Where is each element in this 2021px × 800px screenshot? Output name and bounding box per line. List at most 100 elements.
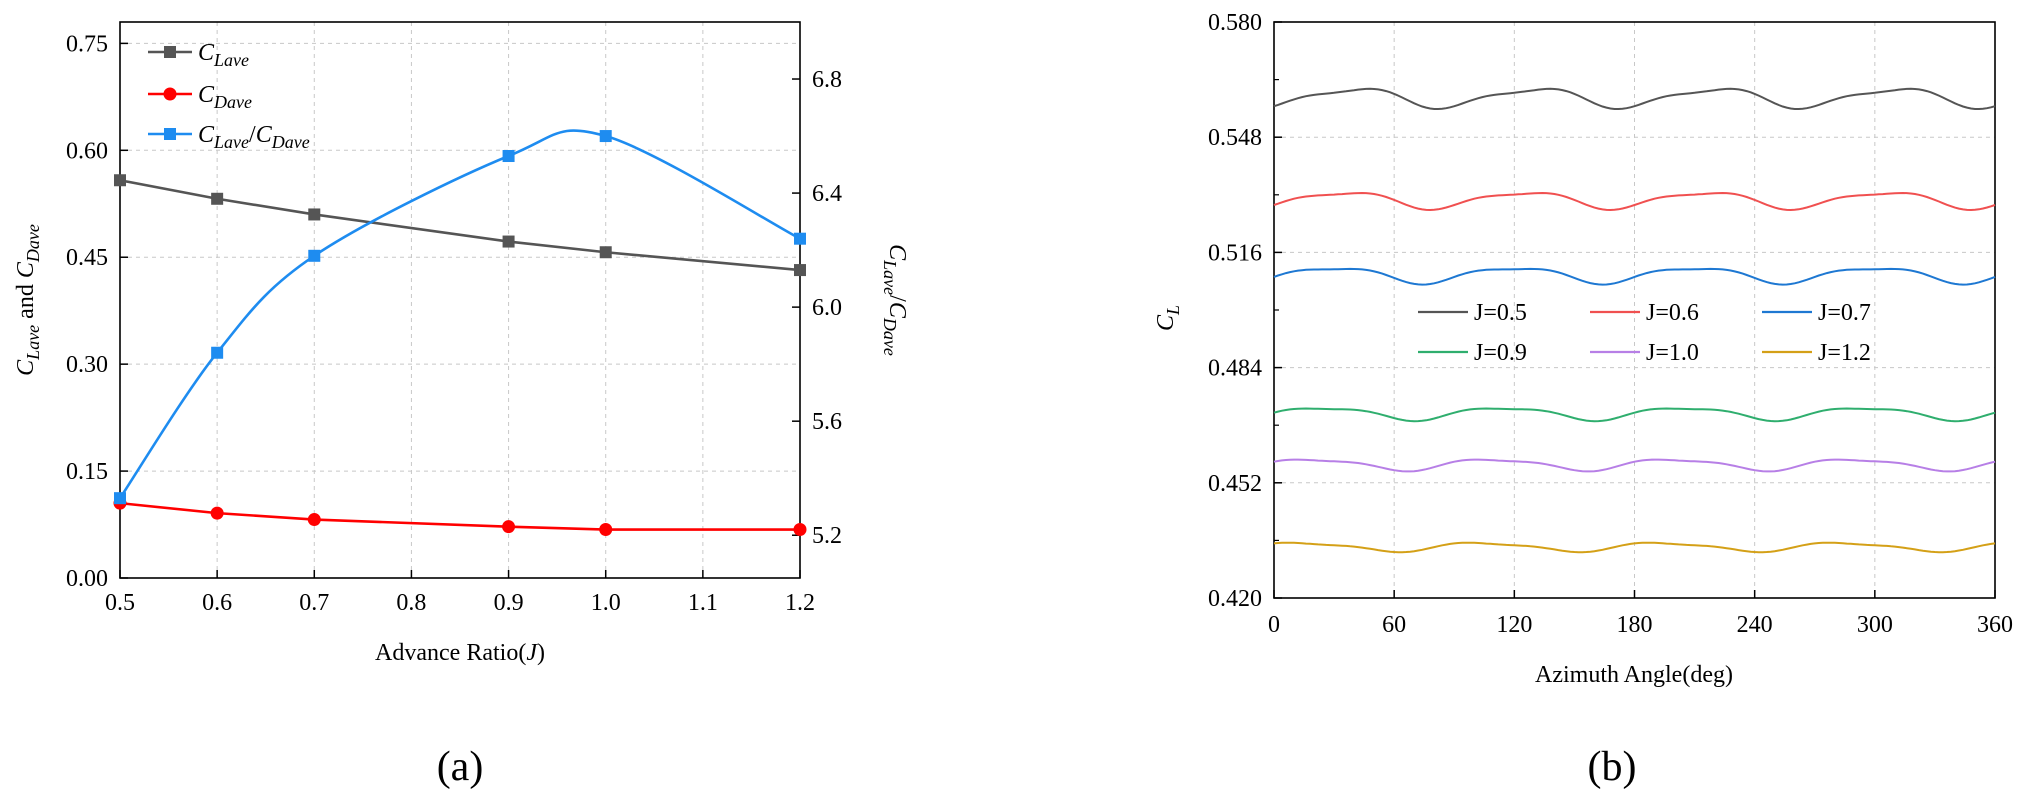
chart-b-series: [1273, 87, 1996, 554]
tick-label-x: 0.5: [105, 590, 135, 616]
data-point-c-lave-c-dave: [599, 130, 612, 143]
tick-label-x: 60: [1382, 612, 1406, 638]
legend-label-j-0-6: J=0.6: [1646, 300, 1699, 326]
data-point-c-dave: [210, 506, 224, 520]
chart-a-x-ticks: 0.5 0.6 0.7 0.8 0.9 1.0 1.1 1.2: [105, 570, 815, 616]
tick-label-y: 0.420: [1208, 586, 1262, 612]
tick-label-y-left: 0.60: [66, 138, 108, 164]
tick-label-y-right: 5.2: [812, 523, 842, 549]
series-line-j-1-2: [1273, 541, 1996, 554]
tick-label-x: 300: [1857, 612, 1893, 638]
data-point-c-lave: [794, 264, 806, 277]
legend-label-j-0-5: J=0.5: [1474, 300, 1527, 326]
tick-label-y: 0.548: [1208, 125, 1262, 151]
series-line-c-lave-c-dave: [118, 129, 801, 499]
tick-label-y: 0.484: [1208, 356, 1262, 382]
legend-item-j-0-7: J=0.7: [1762, 300, 1871, 326]
tick-label-y-right: 6.4: [812, 181, 842, 207]
tick-label-x: 1.0: [591, 590, 621, 616]
panel-label-a: (a): [437, 744, 484, 790]
data-point-c-dave: [307, 513, 321, 527]
tick-label-x: 0: [1268, 612, 1280, 638]
data-point-c-lave-c-dave: [502, 150, 515, 163]
legend-label-j-0-9: J=0.9: [1474, 340, 1527, 366]
data-point-c-dave: [599, 523, 613, 537]
tick-label-x: 0.8: [396, 590, 426, 616]
tick-label-y-left: 0.15: [66, 459, 108, 485]
tick-label-y-right: 6.8: [812, 67, 842, 93]
series-line-c-dave: [119, 501, 800, 531]
tick-label-y-right: 5.6: [812, 409, 842, 435]
tick-label-y-right: 6.0: [812, 295, 842, 321]
legend-item-ratio: CLave/CDave: [148, 122, 310, 152]
series-line-j-1-0: [1273, 458, 1996, 473]
data-point-c-lave-c-dave: [211, 346, 224, 359]
data-point-c-lave-c-dave: [794, 232, 806, 245]
tick-label-x: 0.7: [299, 590, 329, 616]
data-point-c-lave: [308, 208, 321, 221]
legend-item-cdave: CDave: [148, 82, 252, 112]
data-point-c-dave: [793, 523, 807, 537]
data-point-c-lave: [114, 174, 126, 187]
legend-item-j-1-2: J=1.2: [1762, 340, 1871, 366]
chart-a-y-ticks-left: 0.00 0.15 0.30 0.45 0.60 0.75: [66, 31, 128, 592]
chart-a-x-label: Advance Ratio(J): [375, 640, 545, 666]
tick-label-x: 0.6: [202, 590, 232, 616]
tick-label-x: 1.2: [785, 590, 815, 616]
tick-label-x: 180: [1617, 612, 1653, 638]
chart-a-y-label-right: CLave/CDave: [880, 244, 910, 356]
panel-label-b: (b): [1588, 744, 1637, 790]
legend-label-cdave: CDave: [198, 82, 252, 112]
data-point-c-lave: [211, 192, 224, 205]
chart-b-x-label: Azimuth Angle(deg): [1535, 662, 1733, 688]
legend-label-j-0-7: J=0.7: [1818, 300, 1871, 326]
chart-b-y-ticks: 0.420 0.452 0.484 0.516 0.548 0.580: [1208, 10, 1282, 612]
chart-a-frame: [119, 21, 801, 579]
legend-label-j-1-0: J=1.0: [1646, 340, 1699, 366]
data-point-c-dave: [502, 520, 516, 534]
legend-item-clave: CLave: [148, 40, 249, 70]
chart-b-legend: J=0.5 J=0.6 J=0.7 J=0.9 J=1.0 J=1.2: [1418, 300, 1871, 366]
legend-item-j-0-5: J=0.5: [1418, 300, 1527, 326]
tick-label-x: 240: [1737, 612, 1773, 638]
series-c-lave: [114, 174, 806, 277]
legend-label-ratio: CLave/CDave: [198, 122, 310, 152]
tick-label-y-left: 0.45: [66, 245, 108, 271]
legend-item-j-0-9: J=0.9: [1418, 340, 1527, 366]
chart-a: 0.5 0.6 0.7 0.8 0.9 1.0 1.1 1.2 0.00 0.15 0.30 0.4…: [13, 21, 910, 790]
legend-marker-ratio: [164, 128, 176, 140]
chart-b: 0 60 120 180 240 300 360 0.4200.4520.4840.5160…: [1153, 10, 2013, 790]
data-point-c-lave-c-dave: [308, 249, 321, 262]
tick-label-y-left: 0.30: [66, 352, 108, 378]
legend-item-j-0-6: J=0.6: [1590, 300, 1699, 326]
data-point-c-lave: [599, 246, 612, 259]
data-point-c-lave: [502, 235, 515, 248]
data-point-c-lave-c-dave: [114, 492, 126, 505]
series-line-j-0-5: [1273, 87, 1996, 110]
chart-a-legend: CLave CDave CLave/CDave: [148, 40, 310, 152]
series-line-c-lave: [119, 178, 801, 272]
series-line-j-0-6: [1273, 191, 1996, 212]
legend-label-clave: CLave: [198, 40, 249, 70]
tick-label-y-left: 0.00: [66, 566, 108, 592]
tick-label-y: 0.580: [1208, 10, 1262, 36]
series-line-j-0-7: [1273, 267, 1996, 286]
chart-b-x-ticks: 0 60 120 180 240 300 360: [1268, 590, 2013, 638]
legend-item-j-1-0: J=1.0: [1590, 340, 1699, 366]
legend-label-j-1-2: J=1.2: [1818, 340, 1871, 366]
chart-a-y-label-left: CLave and CDave: [13, 224, 43, 376]
chart-b-y-label: CL: [1153, 305, 1183, 331]
legend-marker-clave: [164, 46, 176, 58]
tick-label-x: 120: [1496, 612, 1532, 638]
tick-label-y: 0.516: [1208, 240, 1262, 266]
tick-label-x: 360: [1977, 612, 2013, 638]
tick-label-x: 0.9: [494, 590, 524, 616]
chart-a-y-ticks-right: 5.2 5.6 6.0 6.4 6.8: [792, 67, 842, 549]
series-line-j-0-9: [1273, 407, 1996, 423]
legend-marker-cdave: [163, 87, 177, 101]
tick-label-y: 0.452: [1208, 471, 1262, 497]
tick-label-x: 1.1: [688, 590, 718, 616]
tick-label-y-left: 0.75: [66, 31, 108, 57]
chart-a-grid: [120, 22, 800, 578]
